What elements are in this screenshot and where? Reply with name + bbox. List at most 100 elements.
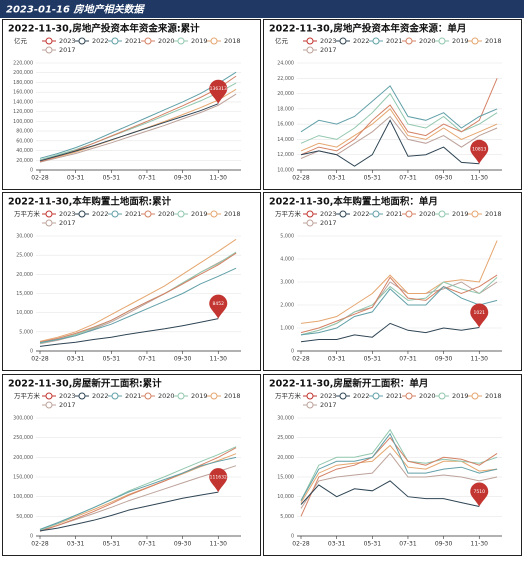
legend-label: 2020 [158, 210, 175, 218]
x-tick-label: 07-31 [138, 356, 156, 363]
legend-marker [177, 392, 185, 400]
legend-label: 2023 [320, 37, 337, 45]
x-tick-label: 07-31 [138, 175, 156, 182]
legend-marker [438, 210, 446, 218]
y-tick-label: 22,000 [277, 76, 294, 82]
y-unit-label: 万平方米 [275, 209, 302, 218]
legend-label: 2022 [353, 210, 370, 218]
pin-label: 1021 [474, 310, 486, 316]
legend-label: 2021 [125, 210, 142, 218]
y-tick-label: 120,000 [13, 109, 33, 115]
y-tick-label: 0 [30, 349, 33, 355]
legend-marker [372, 37, 380, 45]
series-line [300, 85, 498, 133]
legend-marker [45, 210, 53, 218]
panel-border [2, 19, 261, 190]
x-tick-label: 03-31 [328, 541, 346, 548]
x-tick-label: 02-28 [31, 541, 49, 548]
legend-label: 2021 [386, 37, 403, 45]
x-tick-label: 09-30 [435, 356, 453, 363]
y-tick-label: 5,000 [19, 329, 33, 335]
legend-marker [144, 37, 152, 45]
y-tick-label: 50,000 [16, 514, 33, 520]
y-tick-label: 40,000 [16, 148, 33, 154]
x-tick-label: 02-28 [292, 541, 310, 548]
y-tick-label: 30,000 [277, 416, 294, 422]
y-tick-label: 20,000 [277, 455, 294, 461]
panel-border [263, 19, 522, 190]
series-line [300, 480, 480, 507]
legend-marker [471, 37, 479, 45]
chart-title: 2022-11-30,房屋新开工面积:累计 [8, 378, 162, 390]
panel-border [263, 192, 522, 371]
x-tick-label: 07-31 [399, 541, 417, 548]
legend-label: 2017 [320, 46, 337, 54]
legend-label: 2022 [92, 210, 109, 218]
legend-marker [306, 392, 314, 400]
legend-label: 2019 [452, 210, 469, 218]
y-unit-label: 万平方米 [14, 209, 41, 218]
y-tick-label: 80,000 [16, 129, 33, 135]
legend-marker [111, 37, 119, 45]
x-tick-label: 09-30 [435, 541, 453, 548]
y-unit-label: 万平方米 [14, 391, 41, 400]
series-line [300, 432, 498, 501]
legend-marker [144, 210, 152, 218]
y-tick-label: 24,000 [277, 61, 294, 67]
legend-marker [471, 392, 479, 400]
legend-label: 2021 [386, 210, 403, 218]
legend-label: 2023 [320, 210, 337, 218]
series-line [39, 453, 237, 531]
y-tick-label: 20,000 [16, 272, 33, 278]
y-unit-label: 亿元 [275, 36, 289, 45]
x-tick-label: 03-31 [67, 175, 85, 182]
x-tick-label: 07-31 [399, 356, 417, 363]
y-tick-label: 60,000 [16, 138, 33, 144]
legend-marker [78, 392, 86, 400]
y-tick-label: 100,000 [13, 119, 33, 125]
y-tick-label: 25,000 [16, 253, 33, 259]
legend-label: 2019 [452, 392, 469, 400]
y-tick-label: 15,000 [16, 291, 33, 297]
legend-label: 2018 [485, 392, 502, 400]
legend-marker [45, 219, 53, 227]
legend-marker [339, 210, 347, 218]
legend-label: 2022 [92, 37, 109, 45]
legend-label: 2018 [485, 37, 502, 45]
panel-border [2, 374, 261, 556]
legend-label: 2017 [59, 46, 76, 54]
legend-marker [405, 37, 413, 45]
legend-marker [177, 37, 185, 45]
y-tick-label: 3,000 [280, 280, 294, 286]
legend-label: 2019 [191, 392, 208, 400]
y-tick-label: 4,000 [280, 257, 294, 263]
series-line [300, 108, 498, 152]
y-tick-label: 16,000 [277, 122, 294, 128]
y-tick-label: 15,000 [277, 475, 294, 481]
chart-title: 2022-11-30,本年购置土地面积：单月 [269, 196, 438, 208]
x-tick-label: 03-31 [328, 356, 346, 363]
chart-title: 2022-11-30,房地产投资本年资金来源：单月 [269, 23, 466, 35]
legend-label: 2020 [419, 210, 436, 218]
x-tick-label: 09-30 [174, 541, 192, 548]
value-pin [209, 79, 228, 104]
legend-label: 2019 [191, 210, 208, 218]
series-line [300, 444, 498, 503]
y-tick-label: 18,000 [277, 106, 294, 112]
y-tick-label: 0 [30, 168, 33, 174]
legend-label: 2022 [353, 392, 370, 400]
series-line [300, 285, 498, 336]
x-tick-label: 05-31 [364, 356, 382, 363]
legend-label: 2023 [59, 210, 76, 218]
x-tick-label: 07-31 [399, 175, 417, 182]
series-line [300, 119, 480, 167]
y-tick-label: 5,000 [280, 514, 294, 520]
legend-marker [78, 37, 86, 45]
legend-marker [405, 210, 413, 218]
legend-label: 2019 [191, 37, 208, 45]
x-tick-label: 11-30 [210, 356, 228, 363]
x-tick-label: 11-30 [471, 175, 489, 182]
y-tick-label: 200,000 [13, 70, 33, 76]
x-tick-label: 09-30 [435, 175, 453, 182]
